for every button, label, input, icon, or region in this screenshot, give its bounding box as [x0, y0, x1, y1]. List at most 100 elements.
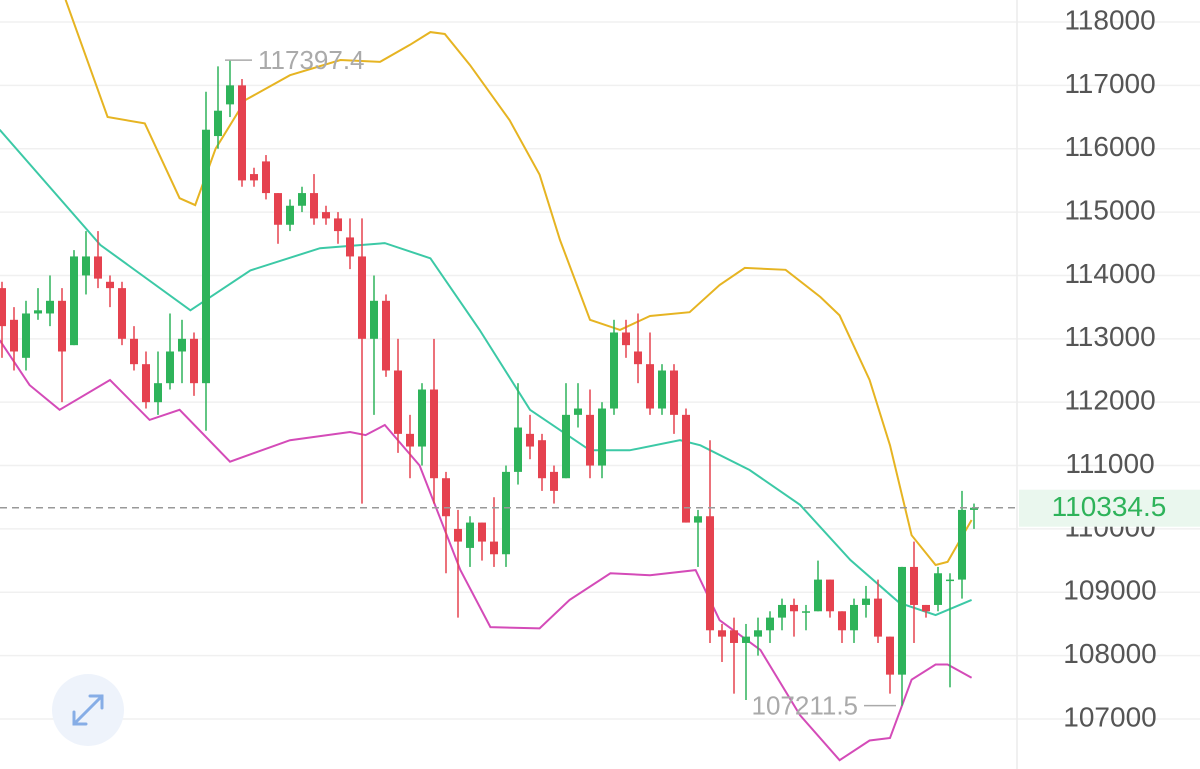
- band-line: [0, 339, 973, 762]
- y-tick-label: 114000: [1064, 258, 1155, 289]
- candle-body: [598, 408, 606, 466]
- candle-body: [754, 630, 762, 637]
- candle-body: [22, 313, 30, 358]
- candle-body: [610, 332, 618, 409]
- candle-body: [358, 256, 366, 339]
- candle-body: [634, 351, 642, 365]
- candle-body: [94, 256, 102, 279]
- candle-body: [418, 389, 426, 447]
- candle-body: [826, 579, 834, 612]
- candle-body: [322, 212, 330, 219]
- candle-body: [538, 440, 546, 479]
- candle-body: [862, 598, 870, 605]
- candle-body: [190, 338, 198, 384]
- candle-body: [82, 256, 90, 276]
- candle-body: [838, 611, 846, 631]
- candle-body: [382, 300, 390, 371]
- candle-body: [922, 604, 930, 612]
- candle-body: [274, 193, 282, 225]
- candle-body: [898, 566, 906, 675]
- fullscreen-button[interactable]: [52, 674, 124, 746]
- band-line: [64, 0, 973, 567]
- candle-body: [790, 604, 798, 612]
- y-tick-label: 107000: [1063, 701, 1156, 732]
- candle-body: [490, 541, 498, 555]
- min-label: 107211.5: [751, 690, 858, 720]
- candle-body: [526, 433, 534, 447]
- candle-body: [910, 566, 918, 605]
- candle-body: [766, 617, 774, 631]
- candle-body: [346, 237, 354, 257]
- candle-body: [154, 383, 162, 403]
- y-tick-label: 113000: [1064, 321, 1155, 352]
- candle-body: [946, 579, 954, 582]
- candle-body: [202, 129, 210, 384]
- candle-body: [718, 630, 726, 637]
- y-tick-label: 118000: [1064, 4, 1155, 35]
- candle-body: [178, 338, 186, 352]
- plot-area: [0, 0, 978, 762]
- candle-body: [0, 288, 6, 327]
- candle-body: [226, 85, 234, 105]
- candle-body: [514, 427, 522, 472]
- candle-body: [262, 161, 270, 194]
- candle-body: [562, 414, 570, 479]
- candle-body: [298, 193, 306, 206]
- candle-body: [442, 478, 450, 517]
- candle-body: [406, 433, 414, 447]
- candle-body: [478, 522, 486, 542]
- candle-body: [34, 310, 42, 314]
- y-tick-label: 115000: [1064, 194, 1155, 225]
- y-tick-label: 108000: [1063, 638, 1156, 669]
- candle-body: [970, 507, 978, 510]
- candle-body: [682, 414, 690, 523]
- last-price-box: [1019, 489, 1200, 527]
- y-tick-label: 109000: [1063, 575, 1156, 606]
- candle-body: [58, 300, 66, 352]
- candle-body: [730, 630, 738, 643]
- candle-body: [106, 281, 114, 289]
- candle-body: [694, 516, 702, 523]
- candle-body: [370, 300, 378, 339]
- candle-body: [310, 193, 318, 219]
- candle-body: [802, 611, 810, 613]
- candle-body: [706, 516, 714, 631]
- candle-body: [118, 288, 126, 339]
- y-tick-label: 116000: [1064, 131, 1155, 162]
- candle-body: [958, 509, 966, 580]
- candle-body: [658, 370, 666, 409]
- candle-body: [214, 110, 222, 137]
- candle-body: [934, 573, 942, 605]
- candle-body: [142, 364, 150, 403]
- candle-body: [454, 528, 462, 542]
- y-tick-label: 112000: [1064, 385, 1155, 416]
- candle-body: [394, 370, 402, 434]
- candle-body: [70, 256, 78, 346]
- candle-body: [466, 522, 474, 548]
- candle-body: [646, 364, 654, 409]
- candle-body: [574, 408, 582, 415]
- candle-body: [886, 636, 894, 675]
- candle-body: [586, 414, 594, 466]
- candle-body: [850, 604, 858, 631]
- candle-body: [46, 300, 54, 314]
- candle-body: [874, 598, 882, 637]
- candle-body: [166, 351, 174, 384]
- candle-body: [286, 205, 294, 225]
- candle-body: [622, 332, 630, 346]
- candle-body: [10, 319, 18, 352]
- candle-body: [742, 636, 750, 643]
- candle-body: [130, 338, 138, 365]
- candle-body: [778, 604, 786, 618]
- max-label: 117397.4: [258, 45, 365, 75]
- candle-body: [550, 471, 558, 491]
- y-tick-label: 117000: [1064, 68, 1155, 99]
- grid: [0, 21, 1200, 720]
- candle-body: [502, 471, 510, 555]
- candle-body: [334, 218, 342, 232]
- candle-body: [250, 174, 258, 181]
- last-price-label: 110334.5: [1052, 491, 1167, 522]
- overlay: 1070001080001090001100001110001120001130…: [0, 4, 1200, 732]
- candle-body: [238, 85, 246, 181]
